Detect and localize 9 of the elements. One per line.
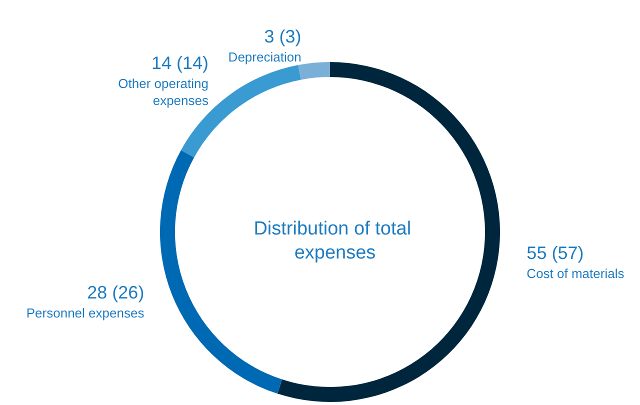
slice-label: Personnel expenses <box>26 306 145 321</box>
data-label: 55 (57) <box>526 242 584 263</box>
data-label: 3 (3) <box>264 26 302 46</box>
data-label: 28 (26) <box>87 282 144 303</box>
text: Distribution of total expenses <box>254 218 416 264</box>
slice-label: Other operating expenses <box>118 76 209 108</box>
data-label: 14 (14) <box>151 52 208 73</box>
slice-label: Depreciation <box>228 49 302 64</box>
slice-label: Cost of materials <box>526 266 625 281</box>
